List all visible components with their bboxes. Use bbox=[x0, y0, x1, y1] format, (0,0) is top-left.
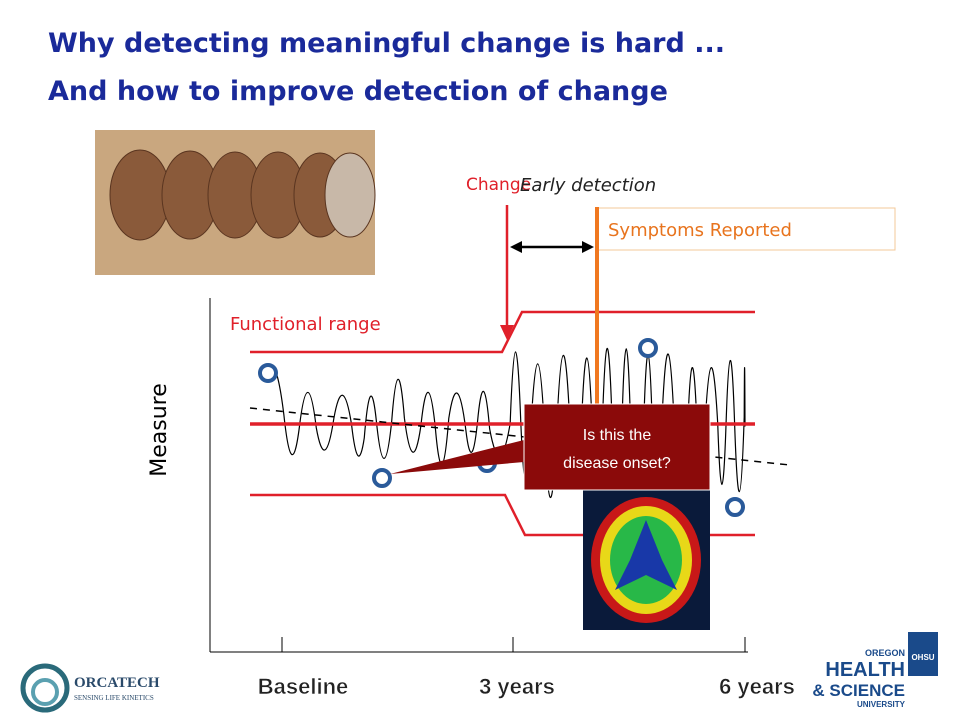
callout-text: Is this the bbox=[583, 427, 652, 444]
x-ticks bbox=[281, 637, 746, 652]
logo-badge: OHSU bbox=[911, 653, 934, 662]
title-line: Why detecting meaningful change is hard … bbox=[48, 28, 725, 59]
y-axis-label: Measure bbox=[147, 383, 172, 477]
brain-scan-image bbox=[583, 490, 710, 630]
symptoms-label: Symptoms Reported bbox=[608, 220, 792, 241]
early-detection-label: Early detection bbox=[520, 175, 656, 196]
callout-text: disease onset? bbox=[563, 455, 671, 472]
x-label: 3 years bbox=[479, 674, 555, 699]
x-label: 6 years bbox=[719, 674, 795, 699]
logo-text: UNIVERSITY bbox=[857, 700, 906, 709]
aging-faces-image bbox=[95, 130, 376, 275]
callout: Is this the disease onset? bbox=[390, 403, 711, 491]
ohsu-logo: OREGON HEALTH & SCIENCE UNIVERSITY OHSU bbox=[812, 632, 938, 709]
change-label: Change bbox=[466, 175, 531, 195]
title-line: And how to improve detection of change bbox=[48, 76, 668, 107]
orcatech-logo: ORCATECH SENSING LIFE KINETICS bbox=[20, 663, 160, 713]
x-label: Baseline bbox=[258, 674, 349, 699]
logo-text: SENSING LIFE KINETICS bbox=[74, 694, 154, 702]
logo-text: ORCATECH bbox=[74, 675, 160, 691]
logo-text: HEALTH bbox=[825, 659, 905, 681]
functional-range-label: Functional range bbox=[230, 314, 381, 335]
early-detection-arrow bbox=[510, 241, 594, 253]
symptoms-box bbox=[596, 207, 896, 251]
logo-text: & SCIENCE bbox=[812, 681, 905, 700]
logo-text: OREGON bbox=[865, 648, 905, 658]
change-arrow bbox=[500, 325, 514, 340]
